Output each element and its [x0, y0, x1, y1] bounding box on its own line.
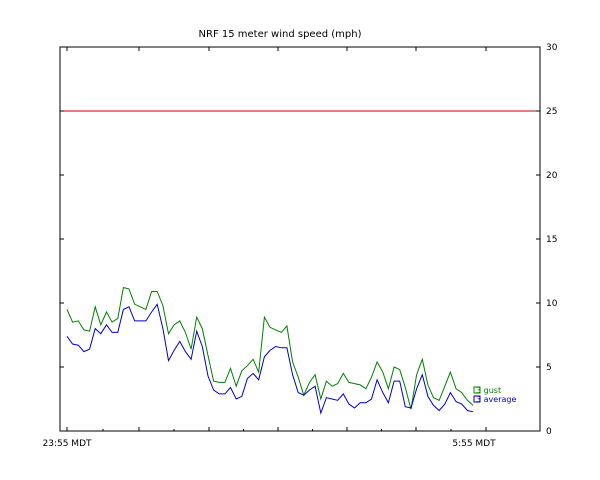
y-tick-label: 0: [546, 427, 552, 437]
y-tick-label: 10: [546, 299, 558, 309]
legend-average-label: 3 average: [476, 395, 516, 404]
axis-ticks-group: 0 5 10 15 20 25 30 23:55 MDT 5:55 MDT: [43, 43, 558, 449]
series-average-line: [66, 303, 474, 415]
plot-frame: [59, 46, 541, 432]
y-tick-label: 25: [546, 107, 557, 117]
legend-average-swatch: [473, 395, 481, 403]
x-tick-label-start: 23:55 MDT: [43, 439, 92, 449]
y-tick-label: 5: [546, 363, 552, 373]
series-gust-line: [66, 286, 474, 410]
x-tick-label-end: 5:55 MDT: [452, 439, 496, 449]
y-tick-label: 15: [546, 235, 557, 245]
y-tick-label: 20: [546, 171, 558, 181]
legend-gust-swatch: [473, 386, 481, 394]
chart-title: NRF 15 meter wind speed (mph): [199, 29, 362, 40]
legend: 3 gust 3 average: [473, 386, 516, 404]
y-tick-label: 30: [546, 43, 558, 53]
legend-gust-label: 3 gust: [476, 386, 501, 395]
series-group: [66, 286, 474, 415]
